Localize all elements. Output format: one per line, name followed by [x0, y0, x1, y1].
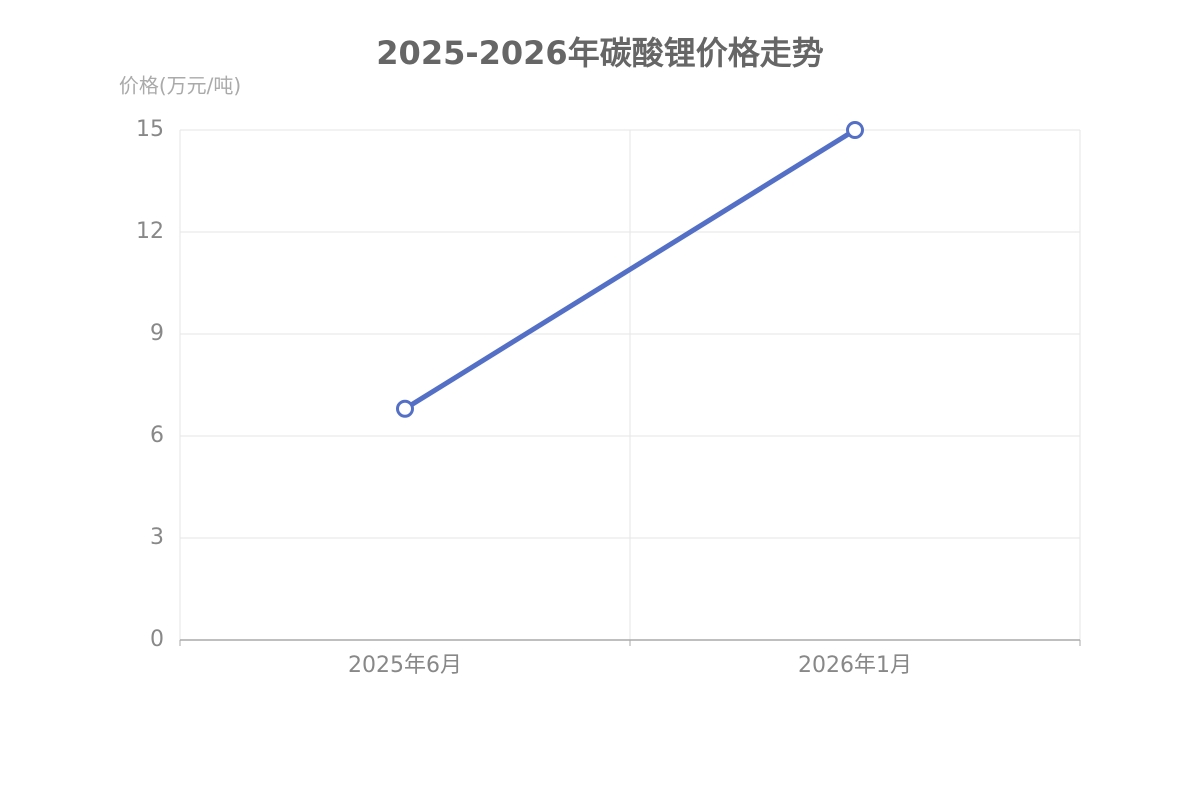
- y-tick-label: 3: [150, 525, 164, 550]
- y-axis-title: 价格(万元/吨): [119, 74, 241, 98]
- point: [396, 399, 414, 418]
- y-tick-label: 15: [136, 117, 164, 142]
- line: [403, 127, 857, 411]
- x-tick-label: 2026年1月: [798, 653, 912, 678]
- y-tick-label: 0: [150, 627, 164, 652]
- y-tick-label: 6: [150, 423, 164, 448]
- y-tick-label: 9: [150, 321, 164, 346]
- x-tick-label: 2025年6月: [348, 653, 462, 678]
- chart-title: 2025-2026年碳酸锂价格走势: [376, 34, 823, 72]
- y-tick-label: 12: [136, 219, 164, 244]
- point: [846, 121, 864, 139]
